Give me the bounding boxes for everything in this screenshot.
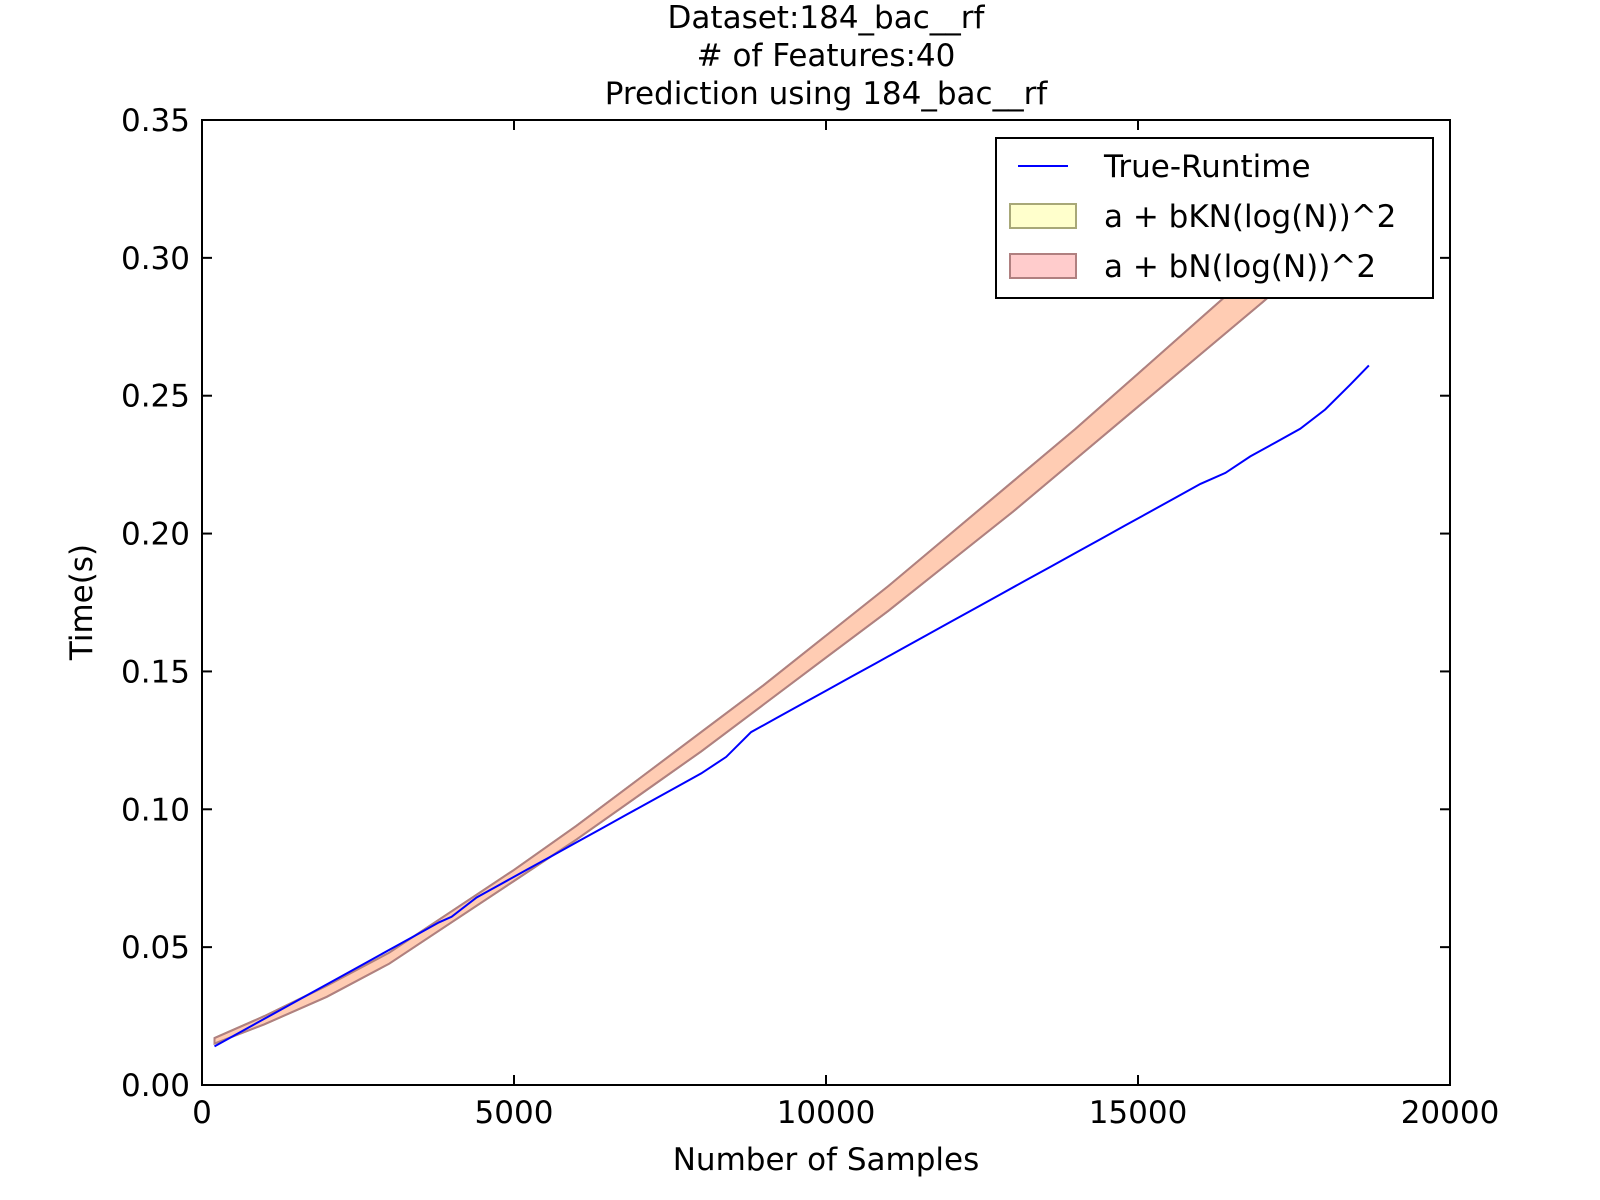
- plot-area: [213, 228, 1370, 1048]
- legend-swatch-bkn: [1009, 203, 1077, 229]
- y-tick-label: 0.15: [121, 654, 190, 690]
- y-tick-label: 0.30: [121, 241, 190, 277]
- chart-title: Dataset:184_bac__rf # of Features:40 Pre…: [605, 0, 1049, 112]
- y-tick-label: 0.25: [121, 379, 190, 415]
- y-tick-label: 0.05: [121, 930, 190, 966]
- band-series-1: [213, 228, 1302, 1046]
- title-line-2: # of Features:40: [697, 38, 956, 74]
- legend: True-Runtime a + bKN(log(N))^2 a + bN(lo…: [995, 137, 1434, 299]
- y-tick-label: 0.35: [121, 103, 190, 139]
- band-series-2: [213, 228, 1302, 1046]
- legend-label-bkn: a + bKN(log(N))^2: [1104, 199, 1396, 235]
- title-line-3: Prediction using 184_bac__rf: [605, 76, 1049, 112]
- x-axis: 0 5000 10000 15000 20000: [192, 120, 1499, 1131]
- x-tick-label: 15000: [1089, 1095, 1188, 1131]
- y-tick-label: 0.00: [121, 1068, 190, 1104]
- x-tick-label: 10000: [777, 1095, 876, 1131]
- x-tick-label: 0: [192, 1095, 212, 1131]
- line-series-true-runtime: [214, 364, 1370, 1048]
- y-axis-label: Time(s): [64, 544, 100, 661]
- legend-label-bn: a + bN(log(N))^2: [1104, 249, 1376, 285]
- x-tick-label: 5000: [475, 1095, 554, 1131]
- y-tick-label: 0.10: [121, 792, 190, 828]
- y-tick-label: 0.20: [121, 517, 190, 553]
- title-line-1: Dataset:184_bac__rf: [668, 0, 986, 36]
- x-axis-label: Number of Samples: [673, 1142, 980, 1178]
- y-axis: 0.00 0.05 0.10 0.15 0.20 0.25 0.30 0.35: [121, 103, 1450, 1104]
- x-tick-label: 20000: [1401, 1095, 1500, 1131]
- legend-swatch-bn: [1009, 253, 1077, 279]
- legend-label-true-runtime: True-Runtime: [1103, 149, 1311, 185]
